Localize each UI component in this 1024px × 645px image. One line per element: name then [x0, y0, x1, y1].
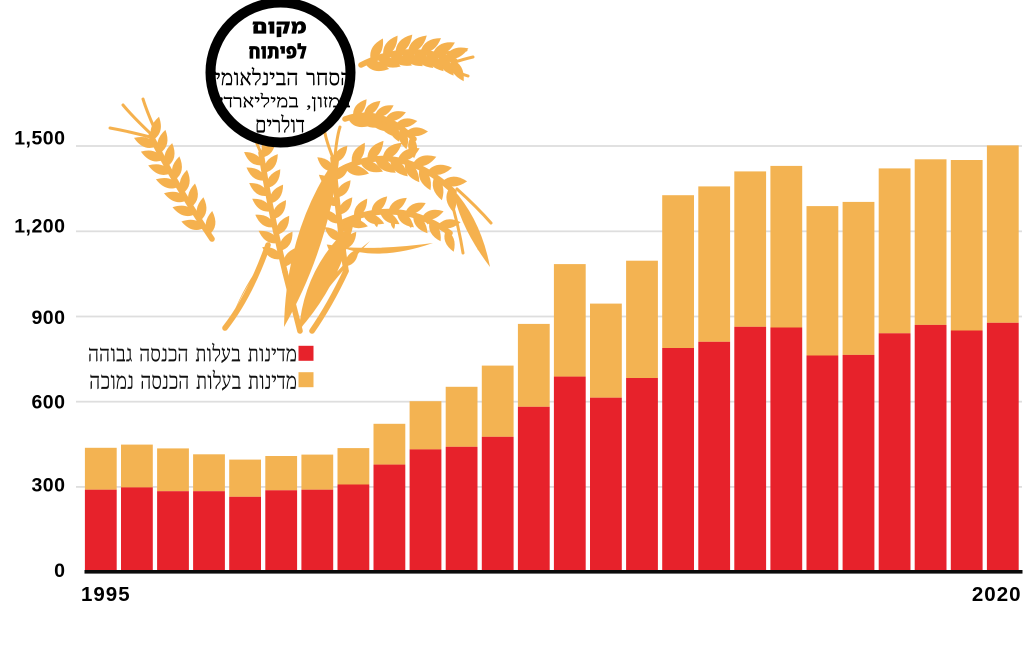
svg-text:2020: 2020 — [972, 583, 1022, 606]
svg-text:1,200: 1,200 — [14, 216, 65, 238]
svg-text:600: 600 — [31, 391, 65, 413]
svg-text:1,500: 1,500 — [14, 128, 65, 150]
svg-text:0: 0 — [54, 560, 65, 582]
svg-text:900: 900 — [31, 307, 65, 329]
svg-text:1995: 1995 — [81, 583, 131, 606]
svg-text:300: 300 — [31, 474, 65, 496]
